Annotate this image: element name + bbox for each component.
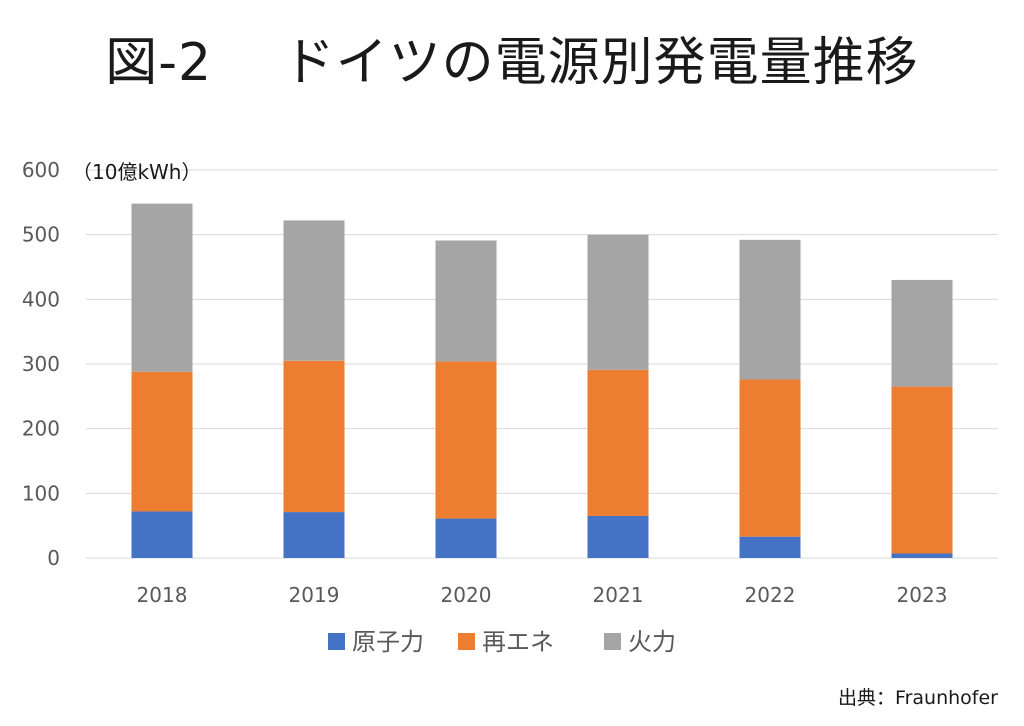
chart-title: 図-2 ドイツの電源別発電量推移 [105,33,919,93]
legend-label-thermal: 火力 [628,628,676,656]
legend-swatch-thermal [604,633,621,650]
legend-swatch-renewable [458,633,475,650]
x-axis-tick-labels: 2018 2019 2020 2021 2022 2023 [137,583,948,607]
gridlines [86,169,998,559]
bar-renewable-2019 [283,360,345,513]
bar-thermal-2020 [435,240,497,362]
y-tick-label: 100 [22,481,60,505]
x-tick-label: 2021 [593,583,644,607]
y-tick-label: 500 [22,223,60,247]
y-tick-label: 400 [22,287,60,311]
bar-nuclear-2019 [283,512,345,558]
bar-nuclear-2023 [891,553,953,558]
legend-label-nuclear: 原子力 [352,628,424,656]
bar-nuclear-2022 [739,536,801,558]
bar-nuclear-2021 [587,515,649,558]
bars [131,203,953,558]
x-tick-label: 2020 [441,583,492,607]
bar-renewable-2020 [435,361,497,519]
bar-renewable-2022 [739,379,801,537]
bar-renewable-2023 [891,386,953,554]
bar-renewable-2018 [131,371,193,512]
bar-thermal-2022 [739,239,801,380]
bar-thermal-2019 [283,220,345,361]
y-tick-label: 200 [22,417,60,441]
x-tick-label: 2022 [745,583,796,607]
y-tick-label: 300 [22,352,60,376]
bar-thermal-2021 [587,234,649,370]
bar-thermal-2018 [131,203,193,372]
bar-thermal-2023 [891,279,953,387]
x-tick-label: 2023 [897,583,948,607]
source-note: 出典：Fraunhofer [838,687,998,709]
x-tick-label: 2019 [289,583,340,607]
legend: 原子力 再エネ 火力 [328,628,676,656]
x-tick-label: 2018 [137,583,188,607]
y-tick-label: 600 [22,158,60,182]
legend-label-renewable: 再エネ [482,628,554,656]
bar-nuclear-2020 [435,518,497,558]
y-axis-tick-labels: 0 100 200 300 400 500 600 [22,158,60,570]
y-tick-label: 0 [47,546,60,570]
y-axis-unit-label: （10億kWh） [72,160,201,184]
legend-swatch-nuclear [328,633,345,650]
bar-renewable-2021 [587,369,649,516]
bar-nuclear-2018 [131,511,193,558]
